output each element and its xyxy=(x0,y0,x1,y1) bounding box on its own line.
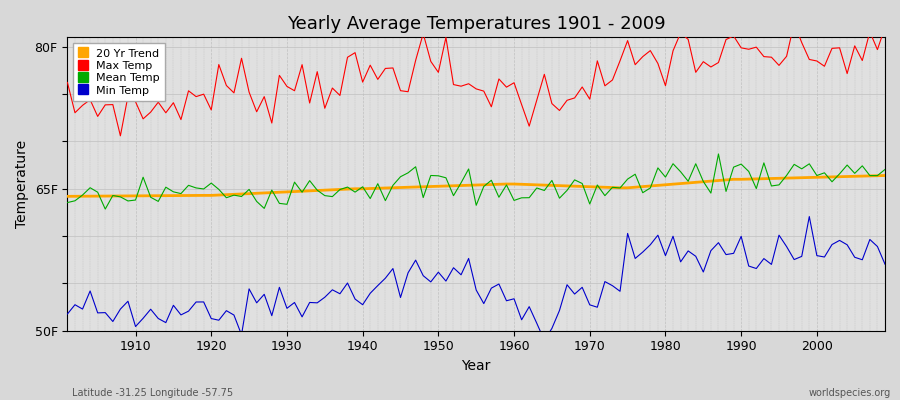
Min Temp xyxy=(501,298,512,303)
Min Temp xyxy=(289,300,300,305)
Line: Max Temp: Max Temp xyxy=(68,23,885,136)
Title: Yearly Average Temperatures 1901 - 2009: Yearly Average Temperatures 1901 - 2009 xyxy=(287,15,665,33)
Mean Temp xyxy=(100,207,111,212)
20 Yr Trend xyxy=(289,189,300,194)
Min Temp xyxy=(879,262,890,266)
20 Yr Trend xyxy=(501,182,512,186)
20 Yr Trend xyxy=(879,173,890,178)
Text: Latitude -31.25 Longitude -57.75: Latitude -31.25 Longitude -57.75 xyxy=(72,388,233,398)
Min Temp xyxy=(608,283,618,288)
Mean Temp xyxy=(713,152,724,156)
20 Yr Trend xyxy=(599,185,610,190)
Y-axis label: Temperature: Temperature xyxy=(15,140,29,228)
Mean Temp xyxy=(130,198,141,202)
Max Temp xyxy=(879,25,890,30)
20 Yr Trend xyxy=(335,187,346,192)
Mean Temp xyxy=(62,200,73,205)
Max Temp xyxy=(517,102,527,107)
Min Temp xyxy=(804,214,814,219)
20 Yr Trend xyxy=(122,194,133,198)
Min Temp xyxy=(62,312,73,316)
20 Yr Trend xyxy=(508,182,519,186)
Mean Temp xyxy=(517,196,527,200)
X-axis label: Year: Year xyxy=(462,359,490,373)
Max Temp xyxy=(508,80,519,85)
Mean Temp xyxy=(879,167,890,172)
Line: 20 Yr Trend: 20 Yr Trend xyxy=(68,176,885,196)
Max Temp xyxy=(297,62,308,67)
Line: Mean Temp: Mean Temp xyxy=(68,154,885,209)
Max Temp xyxy=(608,78,618,82)
Min Temp xyxy=(335,291,346,296)
Text: worldspecies.org: worldspecies.org xyxy=(809,388,891,398)
Mean Temp xyxy=(297,190,308,195)
Min Temp xyxy=(539,338,550,343)
Line: Min Temp: Min Temp xyxy=(68,216,885,340)
20 Yr Trend xyxy=(62,194,73,199)
Legend: 20 Yr Trend, Max Temp, Mean Temp, Min Temp: 20 Yr Trend, Max Temp, Mean Temp, Min Te… xyxy=(73,43,166,101)
Mean Temp xyxy=(608,185,618,190)
Max Temp xyxy=(62,80,73,85)
Min Temp xyxy=(508,296,519,301)
Max Temp xyxy=(788,21,799,26)
Max Temp xyxy=(130,99,141,104)
Max Temp xyxy=(342,55,353,60)
Mean Temp xyxy=(342,185,353,190)
Max Temp xyxy=(115,134,126,138)
Mean Temp xyxy=(508,198,519,203)
Min Temp xyxy=(122,299,133,304)
